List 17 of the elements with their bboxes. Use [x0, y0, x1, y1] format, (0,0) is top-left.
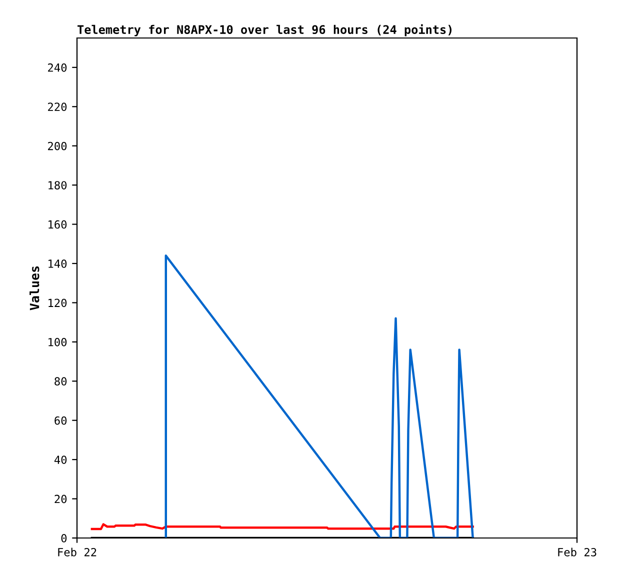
y-tick-label: 20 [54, 494, 67, 504]
y-tick-label: 200 [48, 142, 67, 150]
y-axis-title: Values [30, 266, 40, 310]
x-tick-label: Feb 23 [558, 548, 596, 556]
y-tick-label: 40 [54, 456, 67, 464]
y-tick-label: 240 [48, 63, 67, 72]
chart-title: Telemetry for N8APX-10 over last 96 hours (24 points) [78, 24, 452, 36]
y-tick-label: 160 [48, 220, 67, 229]
y-tick-label: 60 [54, 416, 67, 425]
y-tick-label: 100 [48, 338, 67, 346]
x-tick-label: Feb 22 [58, 548, 96, 556]
y-tick-label: 80 [54, 377, 67, 386]
y-tick-label: 140 [48, 259, 67, 268]
y-tick-label: 180 [48, 181, 67, 190]
y-tick-label: 220 [48, 102, 67, 112]
y-tick-label: 120 [48, 298, 67, 308]
y-tick-label: 0 [61, 534, 67, 542]
